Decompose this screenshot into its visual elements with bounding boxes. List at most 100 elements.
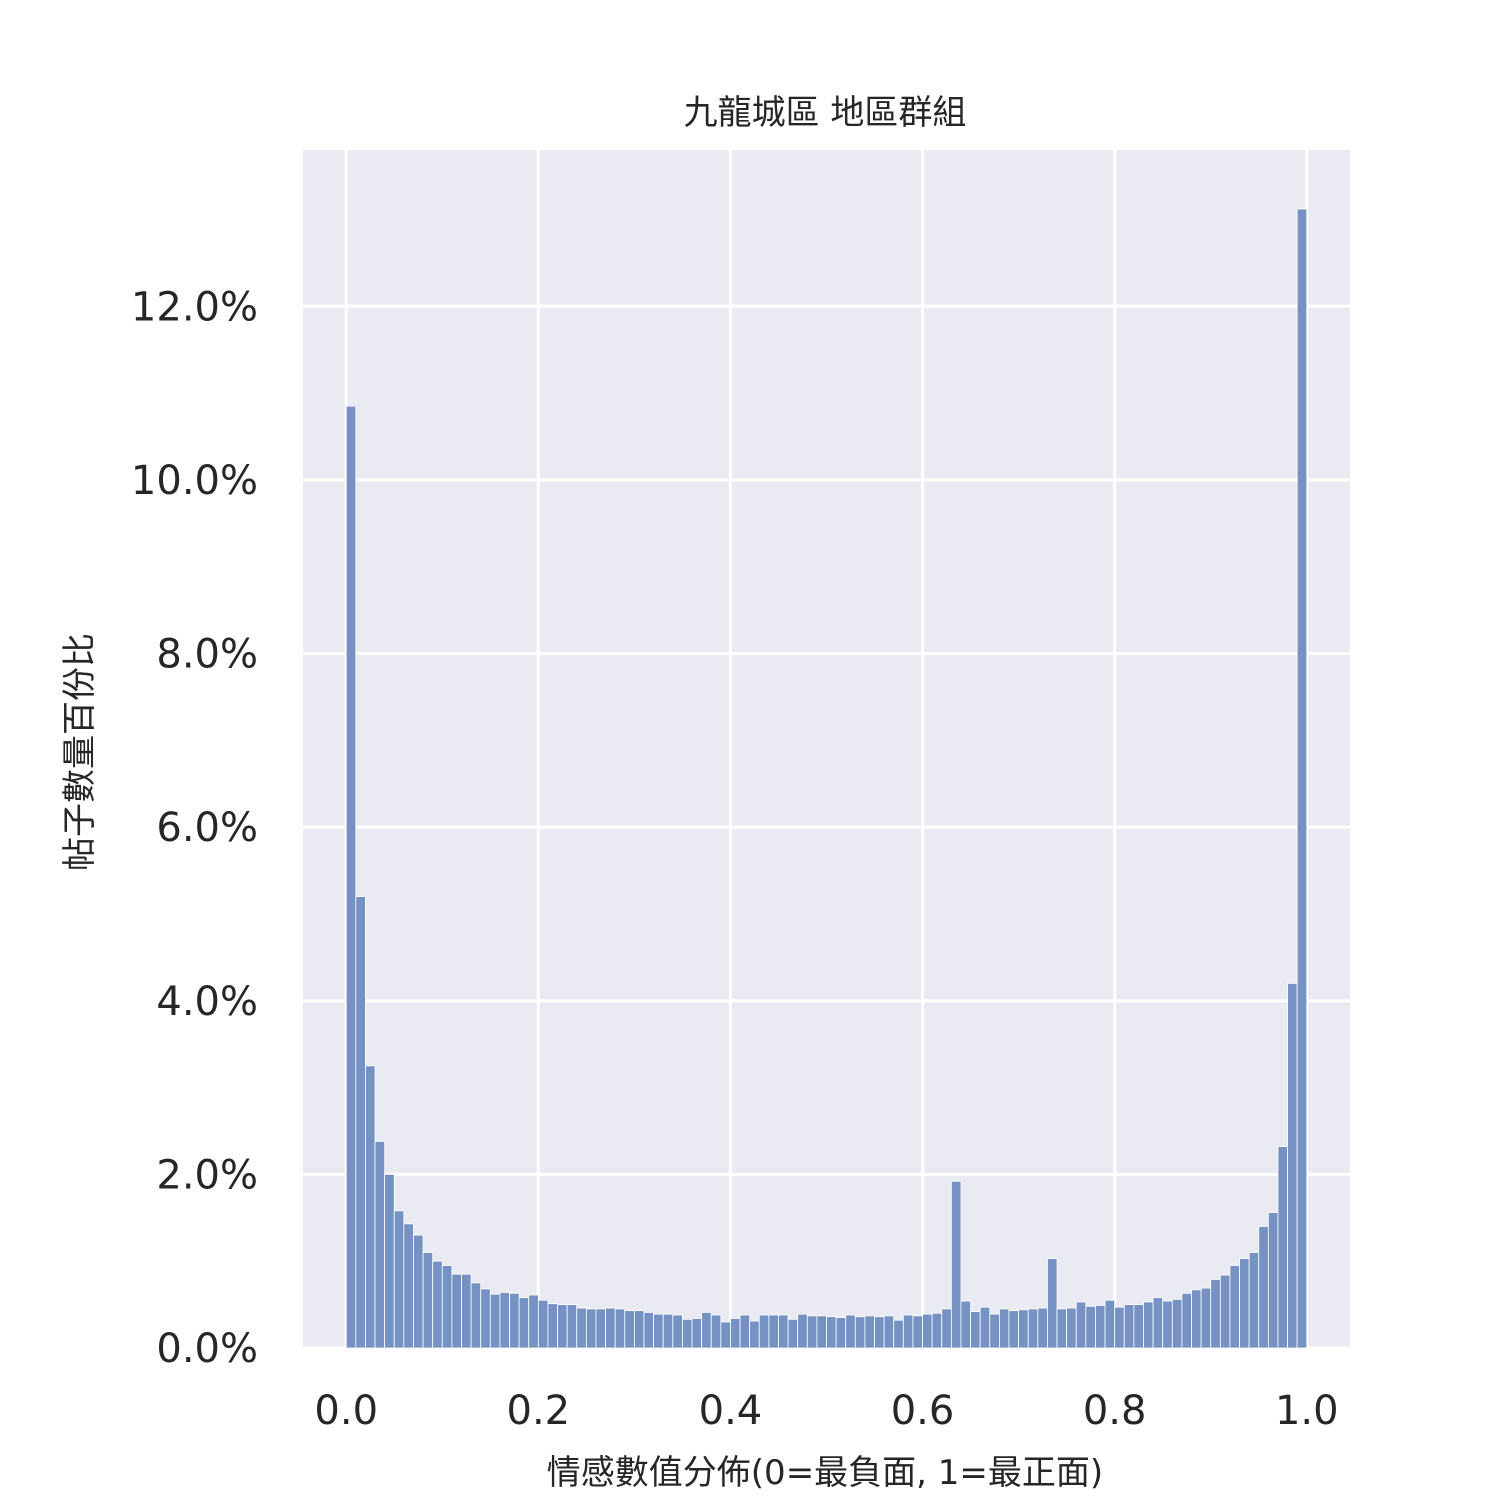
histogram-bar [393, 1210, 405, 1349]
histogram-bar [941, 1308, 952, 1349]
histogram-bar [614, 1308, 626, 1349]
histogram-bar [1066, 1307, 1077, 1349]
histogram-bar [1248, 1252, 1260, 1349]
histogram-bar [922, 1313, 933, 1349]
plot-area [303, 150, 1350, 1348]
y-tick-label: 12.0% [131, 284, 258, 330]
histogram-bar [1267, 1212, 1279, 1349]
histogram-bar [1104, 1299, 1116, 1349]
x-tick-label: 0.2 [507, 1388, 571, 1434]
histogram-bar [778, 1314, 789, 1349]
histogram-bar [537, 1299, 549, 1349]
histogram-bar [355, 896, 366, 1349]
y-tick-label: 2.0% [156, 1152, 258, 1198]
histogram-bar [749, 1320, 760, 1349]
histogram-bar [682, 1318, 693, 1349]
histogram-bar [989, 1313, 1000, 1349]
histogram-bar [950, 1180, 962, 1349]
histogram-bar [480, 1288, 491, 1349]
histogram-bar [864, 1315, 875, 1349]
histogram-bar [1085, 1305, 1096, 1349]
histogram-bar [528, 1294, 539, 1349]
histogram-bar [902, 1314, 914, 1349]
histogram-bar [787, 1318, 799, 1349]
histogram-bar [701, 1312, 712, 1349]
y-tick-label: 4.0% [156, 979, 258, 1025]
histogram-bar [912, 1315, 923, 1349]
histogram-bar [403, 1223, 414, 1349]
histogram-bar [797, 1313, 808, 1349]
histogram-bar [413, 1234, 424, 1349]
histogram-bar [883, 1315, 895, 1349]
histogram-bar [595, 1308, 606, 1349]
x-tick-label: 0.6 [891, 1388, 955, 1434]
histogram-bar [384, 1173, 395, 1349]
histogram-bar [1200, 1287, 1212, 1349]
histogram-bar [758, 1314, 770, 1349]
histogram-bar [998, 1308, 1010, 1349]
histogram-bar [1095, 1305, 1106, 1349]
histogram-bar [854, 1316, 866, 1349]
histogram-bar [1277, 1146, 1288, 1349]
histogram-bar [1162, 1300, 1173, 1349]
histogram-bar [730, 1318, 741, 1349]
histogram-bar [1037, 1307, 1048, 1349]
histogram-bar [547, 1303, 558, 1349]
y-tick-label: 10.0% [131, 458, 258, 504]
histogram-bar [576, 1307, 587, 1349]
histogram-bar [1219, 1274, 1231, 1349]
histogram-bar [1123, 1304, 1135, 1349]
histogram-bar [1018, 1309, 1029, 1349]
histogram-bar [1229, 1265, 1240, 1349]
histogram-bar [662, 1313, 674, 1349]
histogram-bar [893, 1319, 904, 1349]
histogram-bar [585, 1308, 597, 1349]
histogram-bar [720, 1321, 731, 1349]
histogram-bar [557, 1304, 568, 1349]
histogram-bar [461, 1273, 472, 1349]
histogram-bar [816, 1315, 827, 1349]
histogram-bar [441, 1265, 453, 1349]
histogram-bar [806, 1315, 818, 1349]
histogram-bar [874, 1316, 885, 1349]
histogram-bar [1133, 1304, 1144, 1349]
histogram-bar [653, 1313, 664, 1349]
histogram-bar [710, 1314, 722, 1349]
histogram-bar [1027, 1308, 1039, 1349]
histogram-bar [1056, 1308, 1068, 1349]
histogram-bar [1047, 1258, 1058, 1349]
histogram-bar [470, 1282, 482, 1349]
histogram-bar [1171, 1298, 1183, 1349]
y-tick-label: 6.0% [156, 805, 258, 851]
histogram-bar [835, 1317, 847, 1349]
y-axis-label: 帖子數量百份比 [60, 633, 100, 871]
histogram-bar [633, 1310, 645, 1349]
histogram-bar [672, 1314, 683, 1349]
chart-title: 九龍城區 地區群組 [684, 93, 967, 133]
histogram-bar [960, 1300, 971, 1349]
histogram-bar [845, 1314, 856, 1349]
histogram-bar [931, 1312, 943, 1349]
histogram-bar [518, 1297, 530, 1349]
histogram-bar [451, 1273, 462, 1349]
histogram-bar [1181, 1292, 1192, 1349]
x-tick-label: 0.8 [1083, 1388, 1147, 1434]
histogram-bar [826, 1316, 837, 1349]
histogram-bar [1239, 1258, 1250, 1349]
histogram-bar [489, 1293, 501, 1349]
histogram-bar [1287, 982, 1298, 1349]
x-tick-label: 0.4 [699, 1388, 763, 1434]
histogram-bar [691, 1318, 703, 1349]
histogram-bar [624, 1310, 635, 1349]
histogram-bar [432, 1260, 443, 1349]
histogram-bar [1075, 1301, 1087, 1349]
y-axis-ticks: 0.0% 2.0% 4.0% 6.0% 8.0% 10.0% 12.0% [131, 284, 258, 1372]
histogram-bar [979, 1306, 991, 1349]
histogram-bar [1114, 1306, 1125, 1349]
x-tick-label: 0.0 [314, 1388, 378, 1434]
histogram-bar [1296, 208, 1308, 1349]
histogram-bar [422, 1252, 434, 1349]
histogram-bar [566, 1304, 578, 1349]
histogram-bar [643, 1312, 655, 1349]
